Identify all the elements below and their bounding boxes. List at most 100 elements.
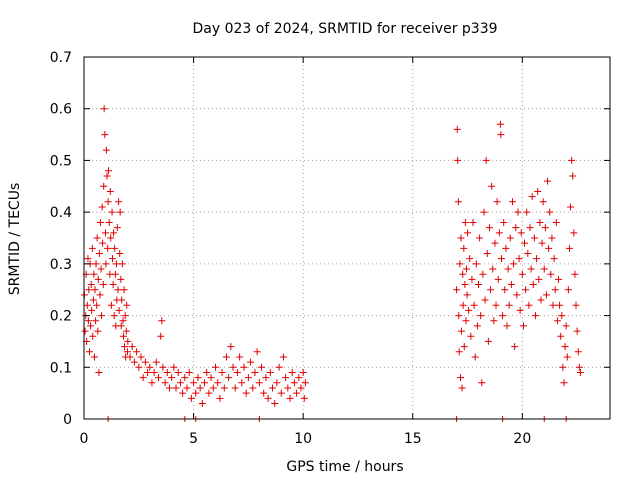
data-point [572, 301, 580, 309]
data-point [238, 379, 246, 387]
data-point [121, 343, 129, 351]
data-point [89, 296, 97, 304]
data-point [478, 379, 486, 387]
data-point [249, 384, 257, 392]
data-point [471, 353, 479, 361]
data-point [552, 218, 560, 226]
data-point [146, 363, 154, 371]
data-point [453, 286, 461, 294]
data-point [103, 172, 111, 180]
data-point [525, 301, 533, 309]
data-point [290, 379, 298, 387]
data-point [98, 203, 106, 211]
data-point [111, 270, 119, 278]
data-point [203, 368, 211, 376]
data-point [568, 156, 576, 164]
data-point [464, 229, 472, 237]
data-point [457, 234, 465, 242]
data-point [117, 322, 125, 330]
data-point [109, 281, 117, 289]
data-point [457, 374, 465, 382]
data-point [255, 379, 263, 387]
x-tick-label: 15 [404, 431, 422, 447]
data-point [526, 224, 534, 232]
y-tick-label: 0.3 [50, 257, 72, 273]
data-point [539, 198, 547, 206]
data-point [99, 281, 107, 289]
data-point [207, 374, 215, 382]
data-point [560, 379, 568, 387]
data-point [470, 301, 478, 309]
data-point [99, 239, 107, 247]
data-point [558, 312, 566, 320]
data-point [565, 244, 573, 252]
data-point [216, 394, 224, 402]
data-point [87, 322, 95, 330]
data-point [482, 156, 490, 164]
data-point [457, 327, 465, 335]
data-point [100, 182, 108, 190]
data-point [227, 343, 235, 351]
data-point [94, 327, 102, 335]
data-point [484, 337, 492, 345]
data-point [279, 353, 287, 361]
data-point [511, 343, 519, 351]
data-point [120, 286, 128, 294]
data-point [462, 317, 470, 325]
data-point [83, 301, 91, 309]
data-point [119, 332, 127, 340]
data-point [545, 244, 553, 252]
data-point [168, 374, 176, 382]
data-point [247, 358, 255, 366]
data-point [95, 368, 103, 376]
data-point [293, 389, 301, 397]
data-point [85, 348, 93, 356]
y-axis-label: SRMTID / TECUs [7, 183, 23, 296]
data-point [513, 291, 521, 299]
data-point [110, 312, 118, 320]
data-point [115, 198, 123, 206]
data-point [488, 182, 496, 190]
data-point [562, 322, 570, 330]
data-point [535, 275, 543, 283]
data-point [185, 368, 193, 376]
data-point [504, 265, 512, 273]
chart-title: Day 023 of 2024, SRMTID for receiver p33… [192, 21, 497, 37]
data-point [96, 291, 104, 299]
data-point [192, 389, 200, 397]
x-tick-label: 20 [513, 431, 531, 447]
data-point [258, 363, 266, 371]
data-point [476, 234, 484, 242]
data-point [93, 234, 101, 242]
data-point [530, 234, 538, 242]
data-point [534, 187, 542, 195]
data-point [159, 363, 167, 371]
data-point [135, 363, 143, 371]
data-point [516, 306, 524, 314]
data-point [460, 343, 468, 351]
data-point [518, 270, 526, 278]
data-point [85, 286, 93, 294]
data-point [481, 296, 489, 304]
data-point [93, 301, 101, 309]
data-point [277, 389, 285, 397]
data-point [553, 317, 561, 325]
data-point [453, 125, 461, 133]
data-point [172, 384, 180, 392]
data-point [538, 239, 546, 247]
data-point [190, 379, 198, 387]
data-point [116, 250, 124, 258]
data-point [113, 224, 121, 232]
data-point [459, 301, 467, 309]
data-point [181, 374, 189, 382]
data-point [573, 327, 581, 335]
data-point [105, 218, 113, 226]
data-point [268, 384, 276, 392]
data-point [100, 105, 108, 113]
data-point [174, 368, 182, 376]
data-point [205, 389, 213, 397]
data-point [465, 306, 473, 314]
data-point [152, 358, 160, 366]
data-point [563, 353, 571, 361]
